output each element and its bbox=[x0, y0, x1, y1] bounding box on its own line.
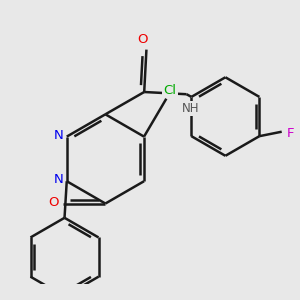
Text: F: F bbox=[287, 128, 294, 140]
Text: NH: NH bbox=[182, 102, 200, 115]
Text: N: N bbox=[54, 173, 64, 186]
Text: O: O bbox=[48, 196, 58, 209]
Text: O: O bbox=[138, 33, 148, 46]
Text: N: N bbox=[54, 129, 64, 142]
Text: Cl: Cl bbox=[164, 84, 176, 97]
